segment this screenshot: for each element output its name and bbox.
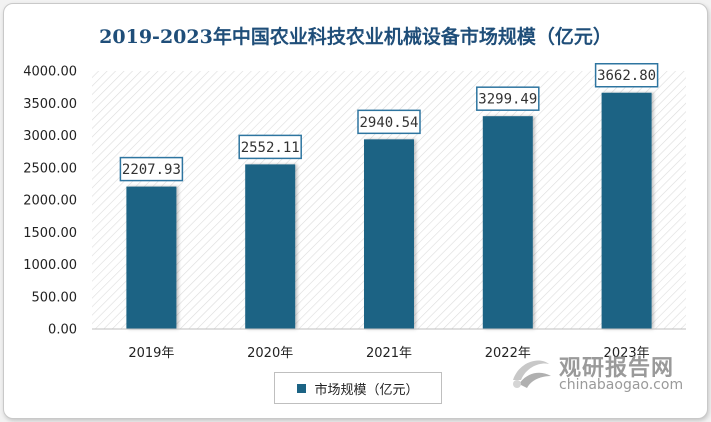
data-label: 2207.93	[122, 162, 181, 178]
data-label: 3299.49	[478, 92, 537, 108]
bar-chart: 0.00 500.00 1000.00 1500.00 2000.00 2500.00 30…	[23, 62, 686, 361]
bars-group: 2207.93 2552.11 2940.54 3299.49 3662.80	[119, 62, 659, 330]
data-label-box	[238, 134, 302, 160]
y-tick-label: 4000.00	[23, 65, 77, 80]
bar	[601, 92, 652, 330]
chart-title: 2019-2023年中国农业科技农业机械设备市场规模（亿元）	[99, 26, 612, 48]
data-label: 3662.80	[597, 68, 656, 84]
bar	[364, 139, 414, 329]
x-tick-label: 2023年	[604, 346, 650, 361]
y-tick-label: 0.00	[48, 323, 77, 338]
legend-label: 市场规模（亿元）	[314, 382, 419, 398]
legend-swatch	[297, 383, 307, 393]
legend: 市场规模（亿元）	[274, 372, 442, 404]
y-tick-label: 500.00	[32, 290, 78, 305]
bar	[245, 164, 296, 329]
x-tick-label: 2020年	[247, 346, 293, 361]
data-label: 2940.54	[359, 115, 418, 131]
y-tick-label: 1000.00	[23, 258, 77, 273]
x-tick-label: 2021年	[366, 346, 412, 361]
x-axis: 2019年 2020年 2021年 2022年 2023年	[92, 328, 686, 361]
watermark-text-cn: 观研报告网	[559, 356, 675, 381]
y-axis: 0.00 500.00 1000.00 1500.00 2000.00 2500.00 30…	[23, 65, 77, 338]
x-tick-label: 2022年	[485, 346, 531, 361]
y-tick-label: 3500.00	[23, 97, 77, 112]
data-label-box	[357, 109, 421, 135]
y-tick-label: 1500.00	[23, 226, 77, 241]
watermark-text-en: chinabaogao.com	[559, 377, 684, 393]
chart-card: 2019-2023年中国农业科技农业机械设备市场规模（亿元） 0.00 500.0…	[3, 3, 708, 419]
watermark: 观研报告网 chinabaogao.com	[509, 350, 699, 400]
data-label: 2552.11	[241, 140, 300, 156]
y-tick-label: 3000.00	[23, 129, 77, 144]
y-tick-label: 2500.00	[23, 161, 77, 176]
bar	[126, 186, 177, 329]
data-label-box	[119, 156, 184, 182]
data-label-box	[476, 86, 540, 111]
bar	[482, 116, 533, 329]
data-label-box	[594, 62, 659, 88]
watermark-logo-icon	[513, 360, 551, 388]
x-tick-label: 2019年	[128, 346, 174, 361]
y-tick-label: 2000.00	[23, 194, 77, 209]
